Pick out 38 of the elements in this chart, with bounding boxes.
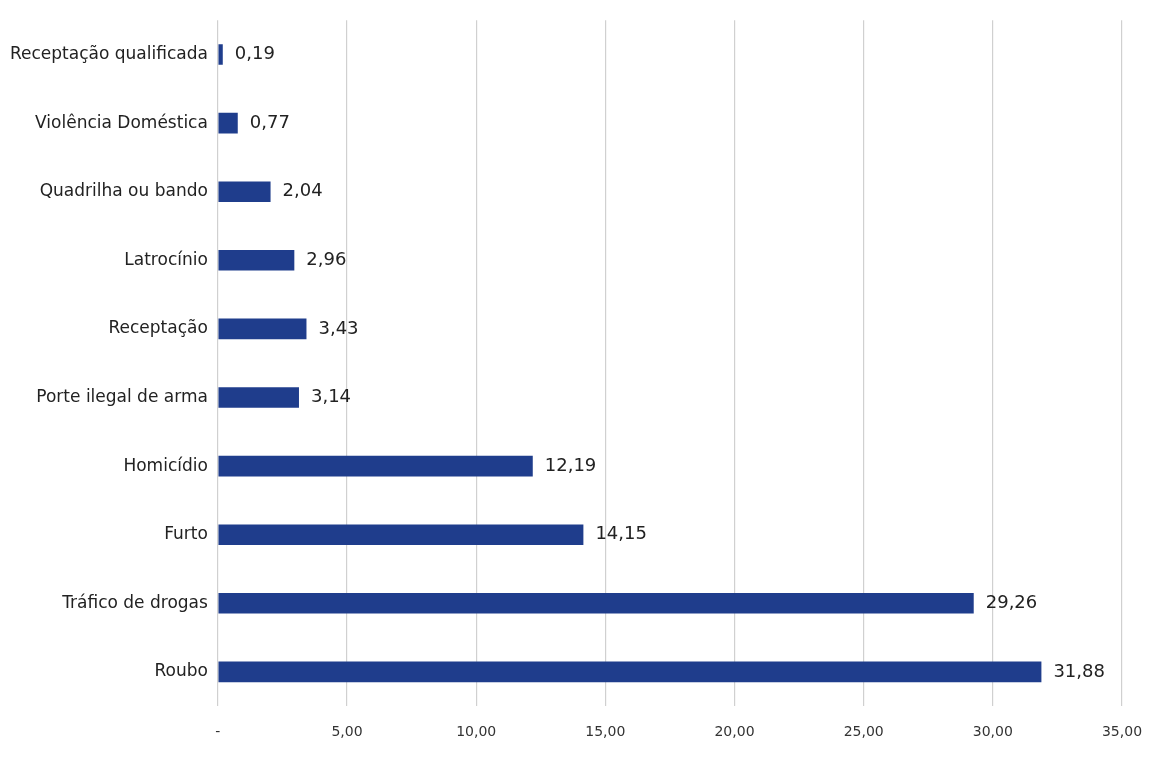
data-label: 31,88 [1053, 659, 1105, 681]
x-tick-label: 30,00 [972, 723, 1013, 740]
y-tick-label: Violência Doméstica [35, 111, 208, 132]
data-label: 0,19 [234, 42, 275, 64]
x-tick-label: 25,00 [843, 723, 884, 740]
data-label: 29,26 [985, 590, 1038, 612]
y-tick-label: Receptação [108, 317, 208, 338]
data-label: 2,04 [282, 179, 323, 201]
y-tick-label: Roubo [154, 660, 208, 681]
y-tick-label: Quadrilha ou bando [39, 180, 208, 201]
bar [218, 387, 299, 408]
y-tick-label: Tráfico de drogas [61, 591, 208, 612]
y-tick-label: Receptação qualificada [9, 42, 208, 63]
data-label: 0,77 [249, 110, 290, 132]
y-tick-label: Porte ilegal de arma [36, 385, 208, 406]
x-tick-label: 15,00 [585, 723, 626, 740]
x-tick-label: 5,00 [331, 723, 363, 740]
bar [218, 181, 271, 202]
data-label: 3,14 [310, 385, 352, 407]
bar [218, 524, 584, 545]
x-tick-label: 35,00 [1101, 723, 1143, 740]
x-tick-label: - [215, 723, 221, 740]
bar [218, 661, 1042, 683]
bar [218, 318, 307, 340]
data-label: 14,15 [595, 522, 647, 544]
y-tick-label: Homicídio [123, 454, 208, 475]
bar [218, 455, 533, 477]
x-tick-label: 20,00 [714, 723, 755, 740]
y-tick-label: Furto [164, 523, 208, 544]
data-label: 3,43 [318, 316, 359, 338]
bar [218, 250, 295, 271]
bar [218, 593, 974, 614]
bar [218, 44, 223, 65]
y-tick-label: Latrocínio [124, 248, 208, 269]
data-label: 12,19 [544, 453, 597, 475]
bar [218, 112, 238, 134]
data-label: 2,96 [306, 247, 347, 269]
x-tick-label: 10,00 [456, 723, 497, 740]
